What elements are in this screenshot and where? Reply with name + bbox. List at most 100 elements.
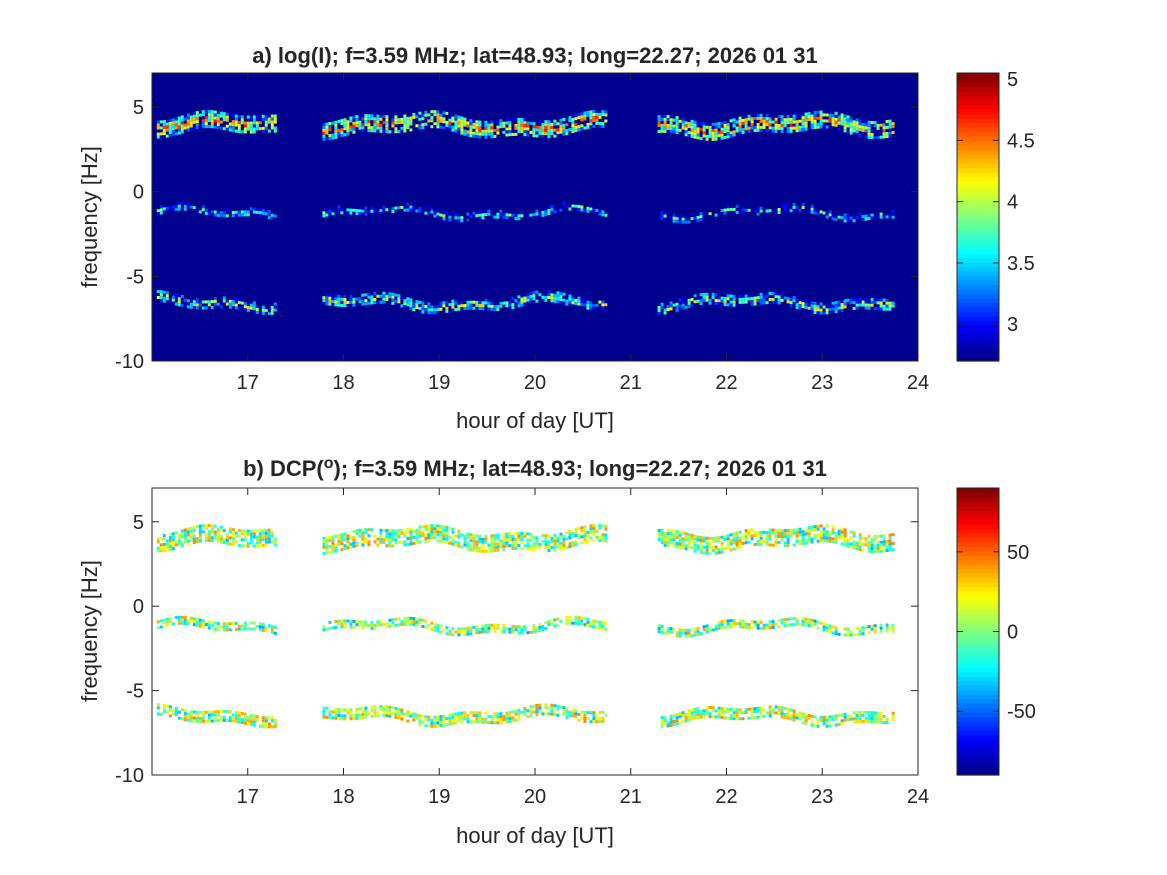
colorbar-swatch	[957, 734, 999, 740]
band-2-segment	[660, 705, 895, 729]
colorbar-swatch	[957, 244, 999, 250]
band-2-segment	[657, 292, 895, 315]
colorbar-swatch	[957, 82, 999, 88]
colorbar-swatch	[957, 514, 999, 520]
colorbar-swatch	[957, 488, 999, 494]
panel-b: b) DCP(o); f=3.59 MHz; lat=48.93; long=2…	[77, 455, 1036, 848]
colorbar-swatch	[957, 289, 999, 295]
colorbar-swatch	[957, 564, 999, 570]
colorbar-swatch	[957, 595, 999, 601]
colorbar-swatch	[957, 649, 999, 655]
colorbar-swatch	[957, 293, 999, 299]
colorbar-swatch	[957, 671, 999, 677]
colorbar-swatch	[957, 298, 999, 304]
colorbar-swatch	[957, 739, 999, 745]
colorbar-swatch	[957, 280, 999, 286]
colorbar-swatch	[957, 604, 999, 610]
colorbar-swatch	[957, 698, 999, 704]
panel-b-ylabel: frequency [Hz]	[77, 560, 102, 702]
colorbar-swatch	[957, 770, 999, 776]
x-tick-label: 20	[524, 786, 546, 808]
panel-a-colorbar: 3 3.5 4 4.5 5	[956, 69, 1035, 362]
x-tick-label: 17	[237, 372, 259, 394]
colorbar-swatch	[957, 505, 999, 512]
colorbar-frame	[956, 72, 1000, 362]
panel-a-axes: 17 18 19 20 21 22 23 24 -10 -5 0 5	[115, 72, 929, 394]
colorbar-swatch	[957, 703, 999, 709]
colorbar-swatch	[957, 591, 999, 597]
x-tick-label: 23	[811, 372, 833, 394]
colorbar-swatch	[957, 163, 999, 169]
band-1-segment	[657, 202, 895, 224]
colorbar-swatch	[957, 757, 999, 763]
colorbar-swatch	[957, 118, 999, 124]
colorbar-swatch	[957, 199, 999, 205]
colorbar-swatch	[957, 586, 999, 592]
colorbar-swatch	[957, 559, 999, 565]
band-2-segment	[322, 703, 608, 728]
x-tick-label: 18	[332, 786, 354, 808]
panel-b-plot-area	[152, 488, 918, 775]
x-tick-label: 18	[332, 372, 354, 394]
panel-a-plot-area	[152, 73, 918, 361]
colorbar-swatch	[957, 338, 999, 344]
colorbar-swatch	[957, 743, 999, 749]
colorbar-swatch	[957, 653, 999, 659]
colorbar-swatch	[957, 221, 999, 227]
colorbar-swatch	[957, 257, 999, 263]
x-tick-label: 24	[907, 372, 929, 394]
colorbar-tick-label: 4	[1007, 192, 1018, 214]
colorbar-swatch	[957, 194, 999, 200]
band-2-segment	[156, 290, 277, 316]
y-tick-label: -5	[126, 266, 144, 288]
colorbar-swatch	[957, 352, 999, 358]
colorbar-swatch	[957, 212, 999, 218]
colorbar-swatch	[957, 262, 999, 268]
colorbar-swatch	[957, 325, 999, 331]
colorbar-swatch	[957, 100, 999, 106]
colorbar-swatch	[957, 131, 999, 137]
colorbar-swatch	[957, 91, 999, 97]
colorbar-swatch	[957, 501, 999, 507]
colorbar-tick-label: 3.5	[1007, 253, 1035, 275]
colorbar-swatch	[957, 600, 999, 606]
colorbar-swatch	[957, 555, 999, 561]
colorbar-swatch	[957, 158, 999, 164]
colorbar-swatch	[957, 208, 999, 214]
colorbar-swatch	[957, 347, 999, 353]
y-tick-label: 5	[133, 512, 144, 534]
band-1-segment	[156, 615, 277, 635]
colorbar-swatch	[957, 316, 999, 322]
band-1-segment	[657, 617, 895, 638]
colorbar-swatch	[957, 766, 999, 772]
panel-b-colorbar: -50 0 50	[956, 487, 1036, 776]
colorbar-swatch	[957, 181, 999, 187]
x-tick-label: 17	[237, 786, 259, 808]
band-0-segment	[156, 110, 277, 139]
band-1-segment	[322, 201, 608, 223]
colorbar-swatch	[957, 631, 999, 637]
colorbar-swatch	[957, 136, 999, 142]
colorbar-swatch	[957, 235, 999, 241]
y-tick-label: 0	[133, 596, 144, 618]
colorbar-swatch	[957, 712, 999, 718]
colorbar-tick-label: 3	[1007, 314, 1018, 336]
colorbar-swatch	[957, 145, 999, 151]
panel-b-xlabel: hour of day [UT]	[456, 823, 614, 848]
x-tick-label: 22	[715, 372, 737, 394]
colorbar-swatch	[957, 685, 999, 691]
colorbar-swatch	[957, 689, 999, 695]
colorbar-swatch	[957, 95, 999, 101]
colorbar-swatch	[957, 230, 999, 236]
x-tick-label: 21	[620, 786, 642, 808]
colorbar-swatch	[957, 519, 999, 525]
colorbar-swatch	[957, 109, 999, 115]
x-tick-label: 23	[811, 786, 833, 808]
colorbar-swatch	[957, 122, 999, 128]
y-tick-label: -10	[115, 351, 144, 373]
band-0-segment	[156, 524, 277, 553]
colorbar-swatch	[957, 658, 999, 664]
colorbar-swatch	[957, 694, 999, 700]
colorbar-tick-label: -50	[1007, 701, 1036, 723]
